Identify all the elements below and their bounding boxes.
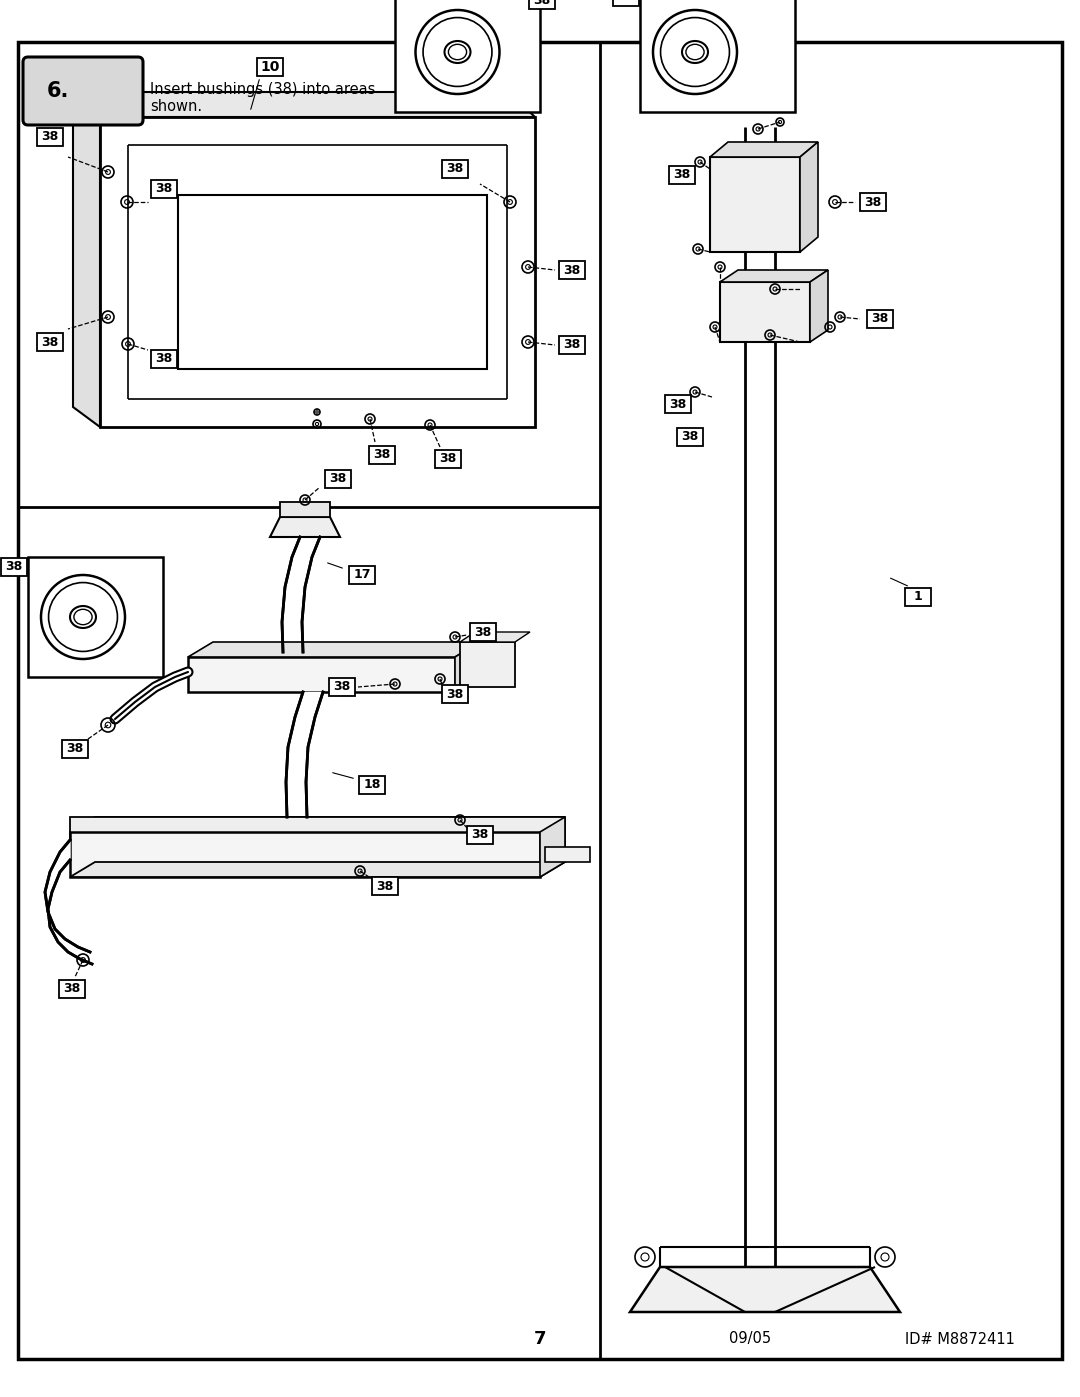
Bar xyxy=(529,0,555,8)
Bar xyxy=(395,0,540,112)
Polygon shape xyxy=(70,833,540,877)
Bar xyxy=(329,678,355,696)
Bar xyxy=(372,877,399,895)
Bar xyxy=(37,129,63,147)
Polygon shape xyxy=(710,156,800,251)
Bar xyxy=(257,59,283,75)
Text: 6.: 6. xyxy=(46,81,69,101)
Text: 38: 38 xyxy=(329,472,347,486)
Polygon shape xyxy=(188,643,480,657)
Text: 38: 38 xyxy=(670,398,687,411)
Text: 38: 38 xyxy=(872,313,889,326)
Text: 38: 38 xyxy=(156,183,173,196)
Bar xyxy=(665,395,691,414)
Bar xyxy=(669,166,696,184)
Text: 17: 17 xyxy=(353,569,370,581)
Text: 09/05: 09/05 xyxy=(729,1331,771,1347)
Polygon shape xyxy=(810,270,828,342)
Text: 38: 38 xyxy=(471,828,488,841)
Polygon shape xyxy=(178,196,487,369)
Text: 18: 18 xyxy=(363,778,380,792)
Bar xyxy=(151,351,177,367)
Text: 38: 38 xyxy=(618,0,635,4)
Polygon shape xyxy=(280,502,330,517)
Polygon shape xyxy=(188,657,455,692)
Bar xyxy=(1,557,27,576)
Text: 38: 38 xyxy=(474,626,491,638)
Bar xyxy=(860,193,886,211)
Text: 38: 38 xyxy=(534,0,551,7)
Bar xyxy=(442,161,468,177)
Bar xyxy=(37,332,63,351)
Bar xyxy=(640,0,795,112)
Polygon shape xyxy=(45,840,92,964)
Bar xyxy=(369,446,395,464)
Polygon shape xyxy=(710,142,818,156)
Polygon shape xyxy=(540,817,565,877)
Bar xyxy=(559,261,585,279)
Bar xyxy=(867,310,893,328)
Text: ID# M8872411: ID# M8872411 xyxy=(905,1331,1015,1347)
Text: 38: 38 xyxy=(446,162,463,176)
Polygon shape xyxy=(460,631,530,643)
Polygon shape xyxy=(270,517,340,536)
Text: 38: 38 xyxy=(673,169,690,182)
Text: 38: 38 xyxy=(681,430,699,443)
Bar xyxy=(559,337,585,353)
Polygon shape xyxy=(545,847,590,862)
Bar xyxy=(62,740,87,759)
Text: Insert bushings (38) into areas
shown.: Insert bushings (38) into areas shown. xyxy=(150,82,376,115)
Bar xyxy=(677,427,703,446)
Polygon shape xyxy=(460,643,515,687)
Polygon shape xyxy=(800,142,818,251)
Text: 38: 38 xyxy=(564,264,581,277)
Text: 7: 7 xyxy=(534,1330,546,1348)
FancyBboxPatch shape xyxy=(23,57,143,124)
Polygon shape xyxy=(70,862,565,877)
Bar xyxy=(613,0,639,6)
Bar xyxy=(467,826,492,844)
Text: 38: 38 xyxy=(376,880,393,893)
Polygon shape xyxy=(70,817,565,833)
Polygon shape xyxy=(455,643,480,692)
Bar xyxy=(905,588,931,606)
Bar xyxy=(349,566,375,584)
Text: 38: 38 xyxy=(41,335,58,348)
Bar xyxy=(470,623,496,641)
Text: 38: 38 xyxy=(864,196,881,208)
Text: 38: 38 xyxy=(446,687,463,700)
Bar xyxy=(59,981,85,997)
Text: 38: 38 xyxy=(156,352,173,366)
Text: 10: 10 xyxy=(260,60,280,74)
Polygon shape xyxy=(100,117,535,427)
Bar xyxy=(151,180,177,198)
Text: 38: 38 xyxy=(64,982,81,996)
Polygon shape xyxy=(73,92,535,117)
Bar xyxy=(325,469,351,488)
Polygon shape xyxy=(720,282,810,342)
Text: 38: 38 xyxy=(66,742,83,756)
Bar xyxy=(435,450,461,468)
Text: 38: 38 xyxy=(564,338,581,352)
Polygon shape xyxy=(630,1267,900,1312)
Text: 38: 38 xyxy=(41,130,58,144)
Polygon shape xyxy=(720,270,828,282)
Polygon shape xyxy=(70,817,565,862)
Text: 38: 38 xyxy=(440,453,457,465)
Text: 1: 1 xyxy=(914,591,922,604)
Polygon shape xyxy=(73,92,100,427)
Text: 38: 38 xyxy=(5,560,23,574)
Bar xyxy=(442,685,468,703)
Bar xyxy=(359,775,384,793)
Bar xyxy=(28,557,163,678)
Text: 38: 38 xyxy=(334,680,351,693)
Text: 38: 38 xyxy=(374,448,391,461)
